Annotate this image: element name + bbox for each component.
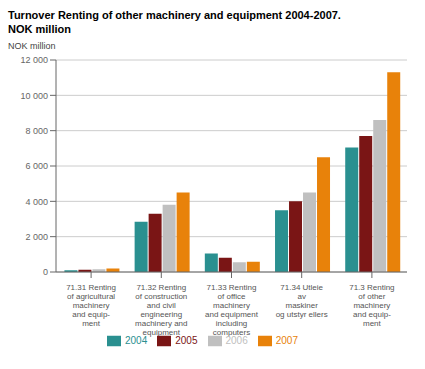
html-text:2007: 2007 bbox=[275, 334, 298, 346]
html-text:2005: 2005 bbox=[175, 334, 198, 346]
svg-text:10 000: 10 000 bbox=[20, 91, 48, 101]
html-text:2006: 2006 bbox=[225, 334, 248, 346]
svg-text:8 000: 8 000 bbox=[25, 126, 48, 136]
svg-text:0: 0 bbox=[43, 267, 48, 277]
html-text:2004: 2004 bbox=[125, 334, 148, 346]
svg-text:2 000: 2 000 bbox=[25, 232, 48, 242]
svg-text:71.3 Rentingof othermachinerya: 71.3 Rentingof othermachineryand equip-m… bbox=[349, 283, 394, 328]
svg-text:71.34 Utleieavmaskinerog utsty: 71.34 Utleieavmaskinerog utstyr ellers bbox=[276, 283, 328, 319]
svg-text:71.32 Rentingof constructionan: 71.32 Rentingof constructionand civileng… bbox=[135, 283, 187, 337]
svg-text:6 000: 6 000 bbox=[25, 161, 48, 171]
svg-text:71.33 Rentingof officemachiner: 71.33 Rentingof officemachineryand equip… bbox=[205, 283, 259, 337]
svg-text:4 000: 4 000 bbox=[25, 197, 48, 207]
html-text:Turnover Renting of other mach: Turnover Renting of other machinery and … bbox=[8, 9, 341, 21]
svg-text:71.31 Rentingof agriculturalma: 71.31 Rentingof agriculturalmachineryand… bbox=[66, 283, 116, 328]
html-text:NOK million: NOK million bbox=[8, 41, 56, 51]
svg-text:12 000: 12 000 bbox=[20, 55, 48, 65]
html-text:NOK million: NOK million bbox=[8, 23, 71, 35]
